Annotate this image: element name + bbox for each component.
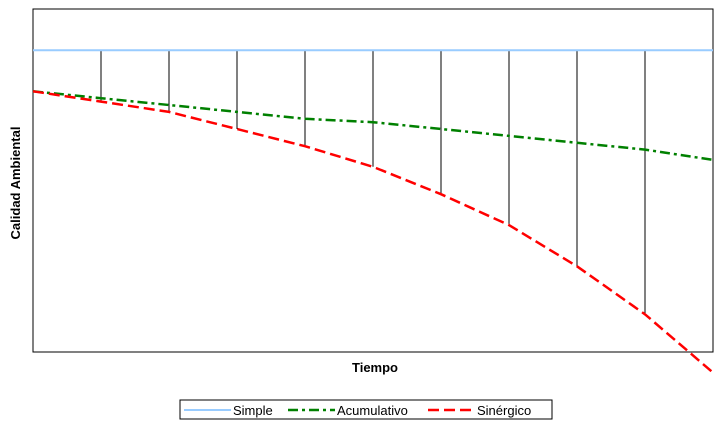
y-axis-label: Calidad Ambiental xyxy=(8,127,23,240)
legend: Simple Acumulativo Sinérgico xyxy=(179,399,553,420)
series-layer xyxy=(32,49,714,374)
legend-label-acumulativo: Acumulativo xyxy=(337,403,408,418)
legend-label-simple: Simple xyxy=(233,403,273,418)
impact-drop-lines xyxy=(100,50,646,315)
legend-label-sinergico: Sinérgico xyxy=(477,403,531,418)
series-line-sinergico xyxy=(32,90,714,374)
series-line-acumulativo xyxy=(32,90,714,162)
legend-box xyxy=(179,399,553,420)
x-axis-label: Tiempo xyxy=(352,360,398,375)
